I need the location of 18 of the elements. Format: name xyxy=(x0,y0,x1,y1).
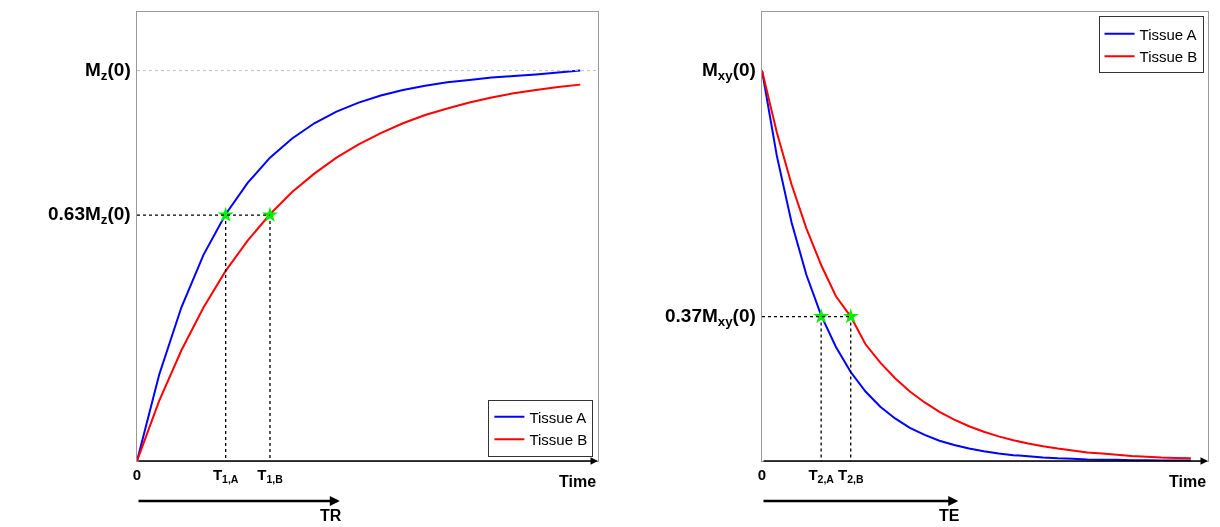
x-tick-label: T$_{2,A}$ xyxy=(808,466,835,486)
x-axis-title: Time xyxy=(559,473,597,490)
annotation: M$_{xy}$(0) xyxy=(702,59,756,83)
x-axis-title: Time xyxy=(1169,473,1207,490)
legend-label: Tissue A xyxy=(529,408,587,426)
x-tick-label: T$_{1,B}$ xyxy=(257,466,284,486)
ref-line-label: 0.37M$_{xy}$(0) xyxy=(665,305,756,329)
legend-label: Tissue B xyxy=(529,431,588,449)
x-tick-label: 0 xyxy=(757,466,767,483)
text: TR xyxy=(320,507,342,524)
ref-line-label: 0.63M$_{z}$(0) xyxy=(48,203,131,227)
ref-line-label: M$_{z}$(0) xyxy=(85,59,131,83)
x-tick-label: T$_{1,A}$ xyxy=(212,466,239,486)
legend-label: Tissue B xyxy=(1139,48,1198,66)
legend-label: Tissue A xyxy=(1139,25,1197,43)
text: TE xyxy=(939,507,960,524)
x-tick-label: T$_{2,B}$ xyxy=(837,466,864,486)
x-tick-label: 0 xyxy=(132,466,142,483)
